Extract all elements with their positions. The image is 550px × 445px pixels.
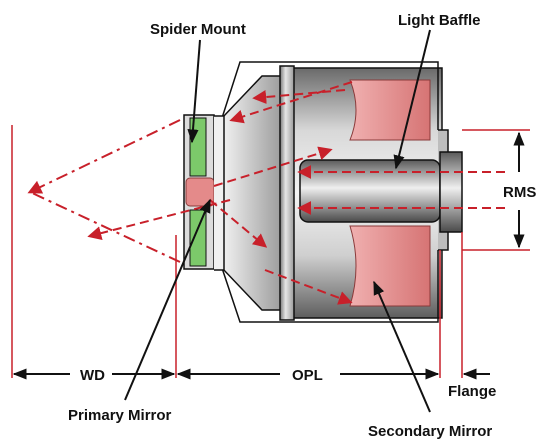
light-baffle-tube	[299, 159, 441, 223]
dimension-arrows	[12, 131, 525, 380]
label-flange: Flange	[448, 383, 496, 400]
ray-primary-to-secondary	[213, 146, 333, 187]
label-spider-mount: Spider Mount	[150, 21, 246, 38]
ray-secondary-upper	[229, 81, 353, 124]
ray-secondary-lower-2	[264, 269, 353, 305]
ray-paths	[27, 81, 505, 305]
label-wd: WD	[80, 367, 105, 384]
front-cone	[221, 75, 283, 311]
cone-outline-top	[221, 61, 282, 119]
label-secondary-mirror: Secondary Mirror	[368, 423, 492, 440]
ray-secondary-lower	[209, 199, 268, 248]
leader-lines	[124, 29, 431, 413]
secondary-mirror-bottom	[349, 225, 431, 307]
spider-bracket	[214, 115, 225, 271]
spider-mount-leader	[187, 39, 201, 144]
ray-to-focus-upper	[27, 119, 181, 194]
objective-body	[183, 61, 463, 323]
ray-secondary-upper-2	[252, 89, 346, 104]
spider-green-bottom	[189, 209, 207, 267]
label-light-baffle: Light Baffle	[398, 12, 481, 29]
secondary-mirror-top	[349, 79, 431, 141]
rear-flange	[439, 151, 463, 233]
light-baffle-leader	[393, 29, 431, 170]
primary-mirror-leader	[124, 198, 211, 401]
label-rms: RMS	[503, 184, 536, 201]
barrel-rim	[279, 65, 295, 321]
ray-lower-return	[87, 199, 231, 240]
label-opl: OPL	[292, 367, 323, 384]
label-primary-mirror: Primary Mirror	[68, 407, 172, 424]
dimension-lines	[11, 125, 530, 378]
secondary-mirror-leader	[373, 280, 431, 413]
barrel-sleeve	[282, 61, 439, 323]
ray-to-focus-lower	[29, 191, 181, 263]
cone-outline-bottom	[221, 267, 282, 323]
